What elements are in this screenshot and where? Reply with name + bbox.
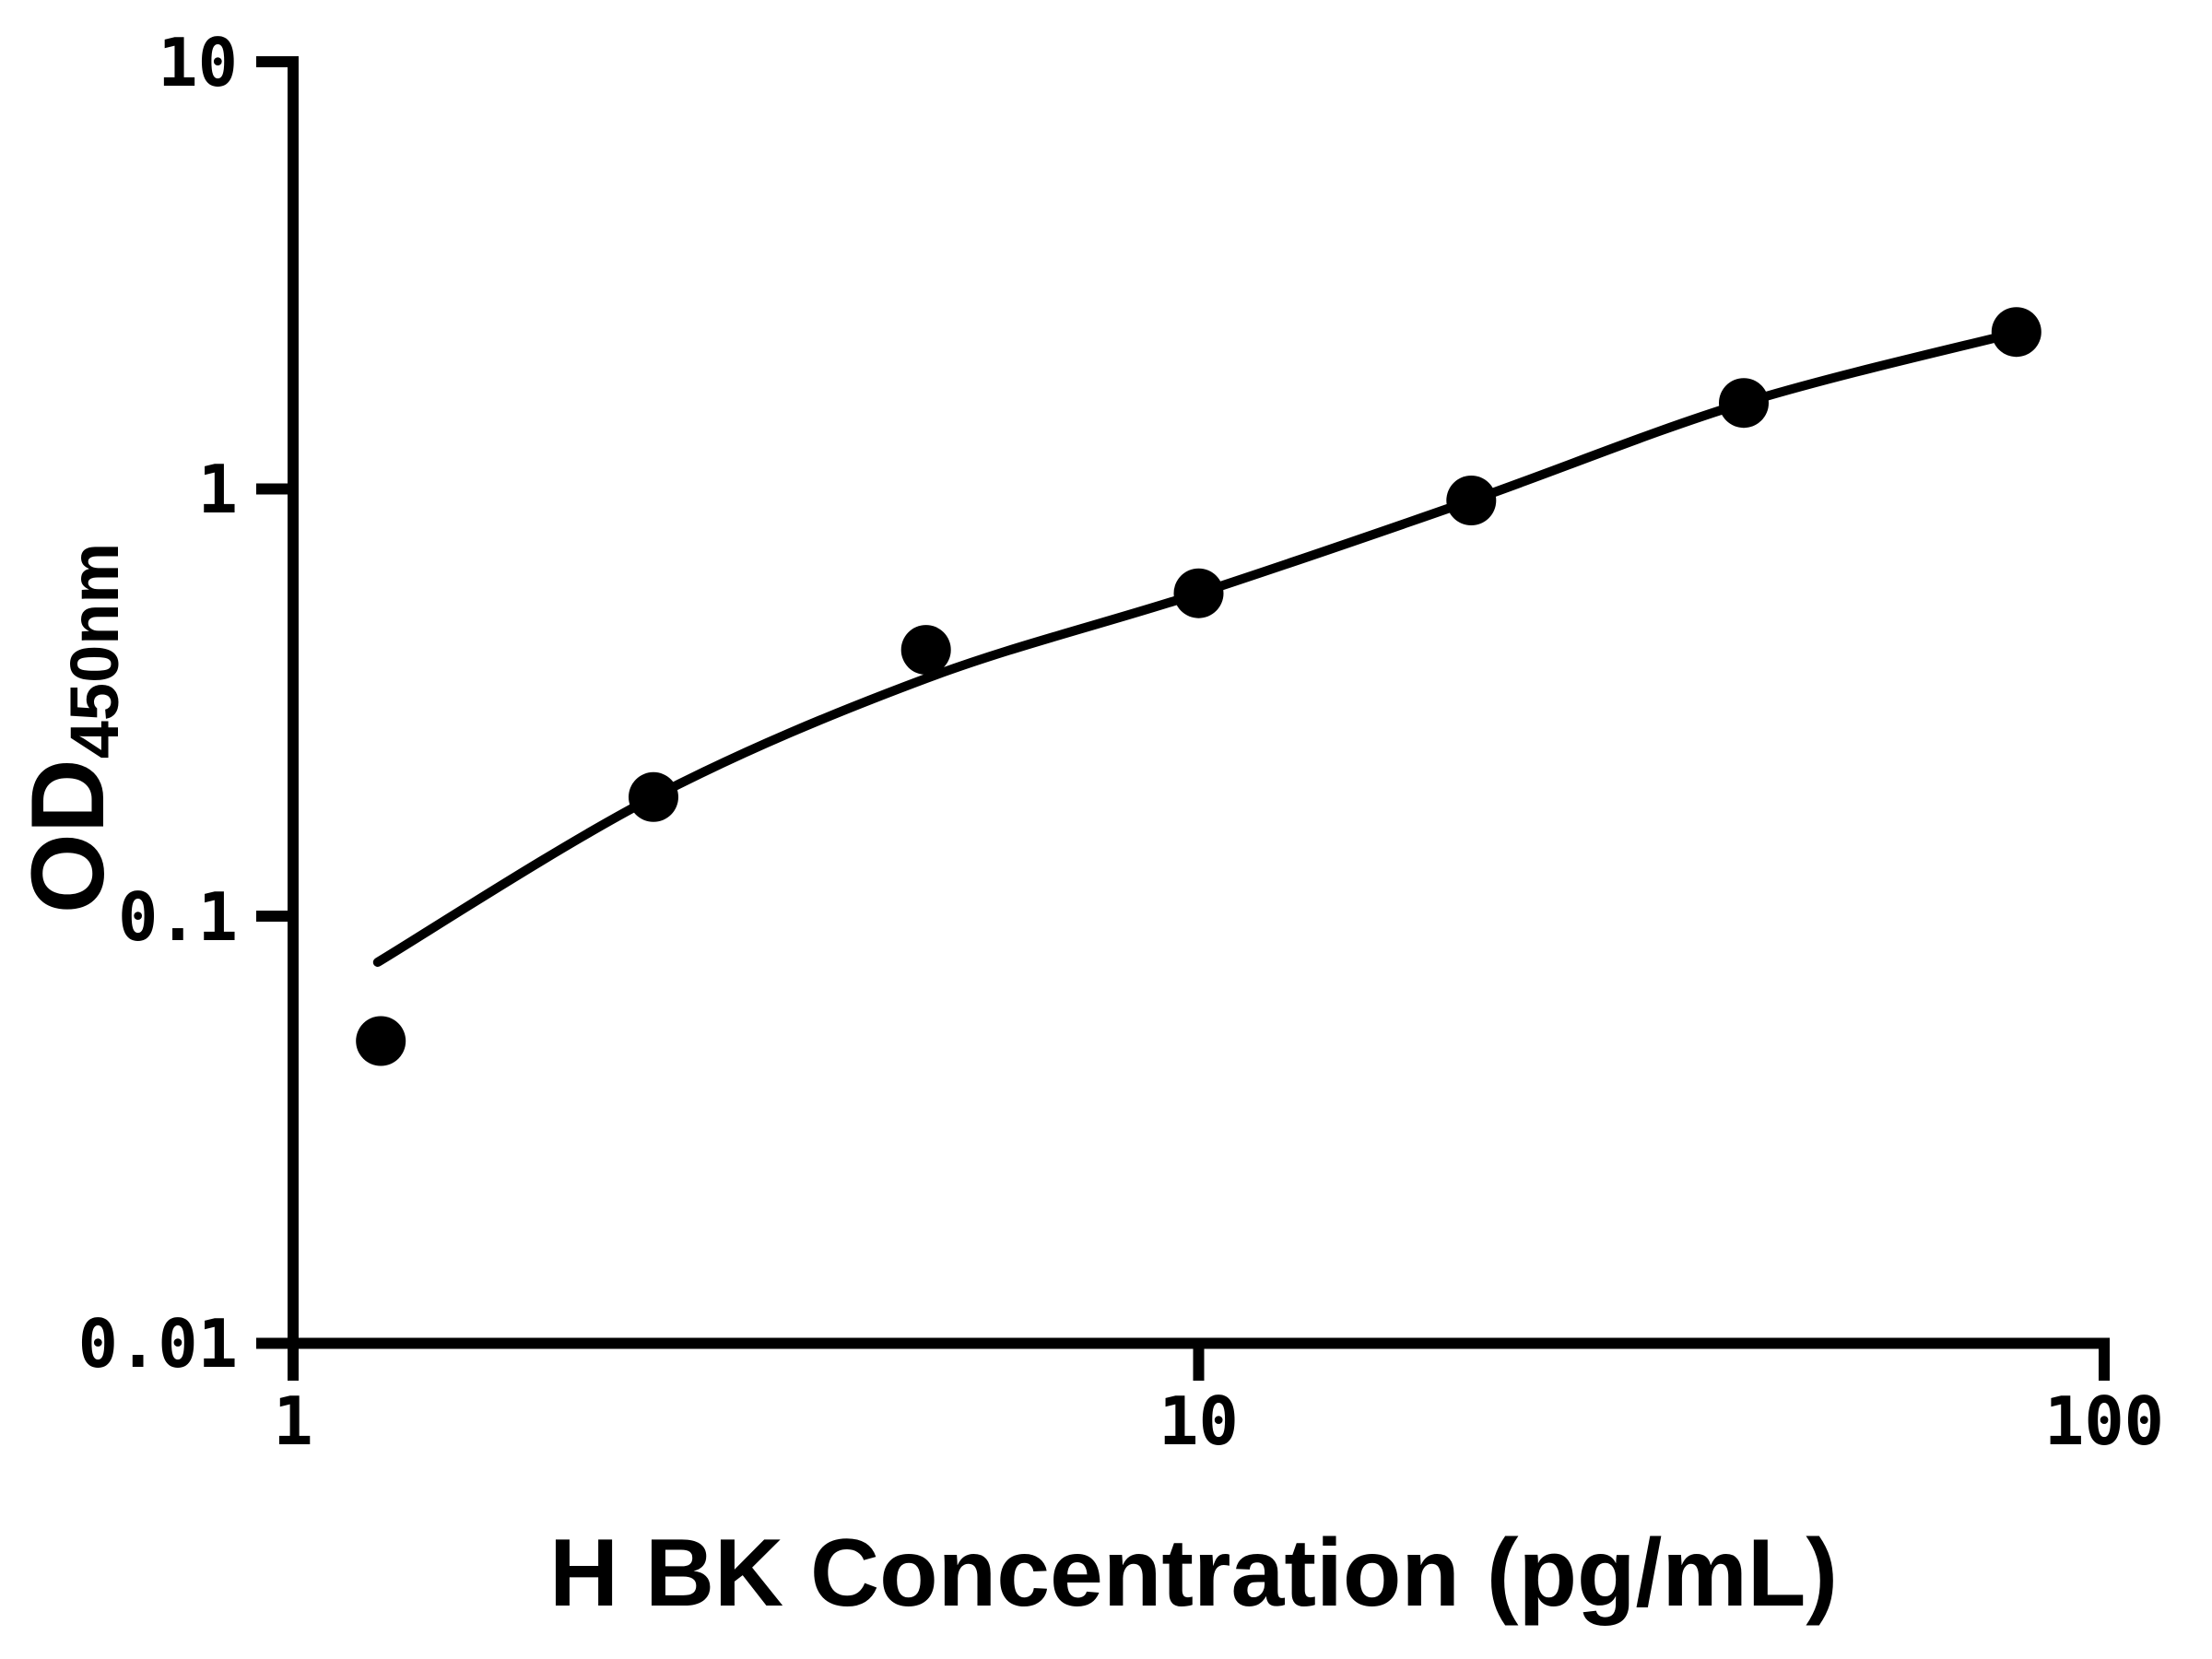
data-point bbox=[629, 771, 678, 822]
y-axis-title-main: OD bbox=[10, 759, 125, 913]
y-tick-label-0-1: 0.1 bbox=[118, 878, 238, 956]
x-tick-label-100: 100 bbox=[2044, 1382, 2164, 1460]
x-axis-title: H BK Concentration (pg/mL) bbox=[549, 1520, 1838, 1627]
data-point bbox=[1173, 568, 1224, 618]
y-axis: 10 1 0.1 0.01 bbox=[78, 24, 299, 1382]
data-point bbox=[1719, 378, 1769, 429]
y-tick-label-1: 1 bbox=[198, 451, 238, 528]
data-point bbox=[900, 625, 951, 676]
y-axis-title: OD450nm bbox=[10, 543, 133, 913]
x-tick-label-1: 1 bbox=[273, 1382, 312, 1460]
x-tick-label-10: 10 bbox=[1159, 1382, 1239, 1460]
data-point bbox=[1446, 476, 1497, 525]
x-axis: 1 10 100 bbox=[273, 1337, 2164, 1460]
y-tick-label-0-01: 0.01 bbox=[78, 1305, 238, 1382]
data-points-group bbox=[356, 307, 2041, 1066]
data-point bbox=[356, 1016, 406, 1066]
data-point bbox=[1991, 307, 2041, 358]
y-tick-label-10: 10 bbox=[158, 24, 238, 101]
y-axis-title-subscript: 450nm bbox=[56, 543, 133, 759]
